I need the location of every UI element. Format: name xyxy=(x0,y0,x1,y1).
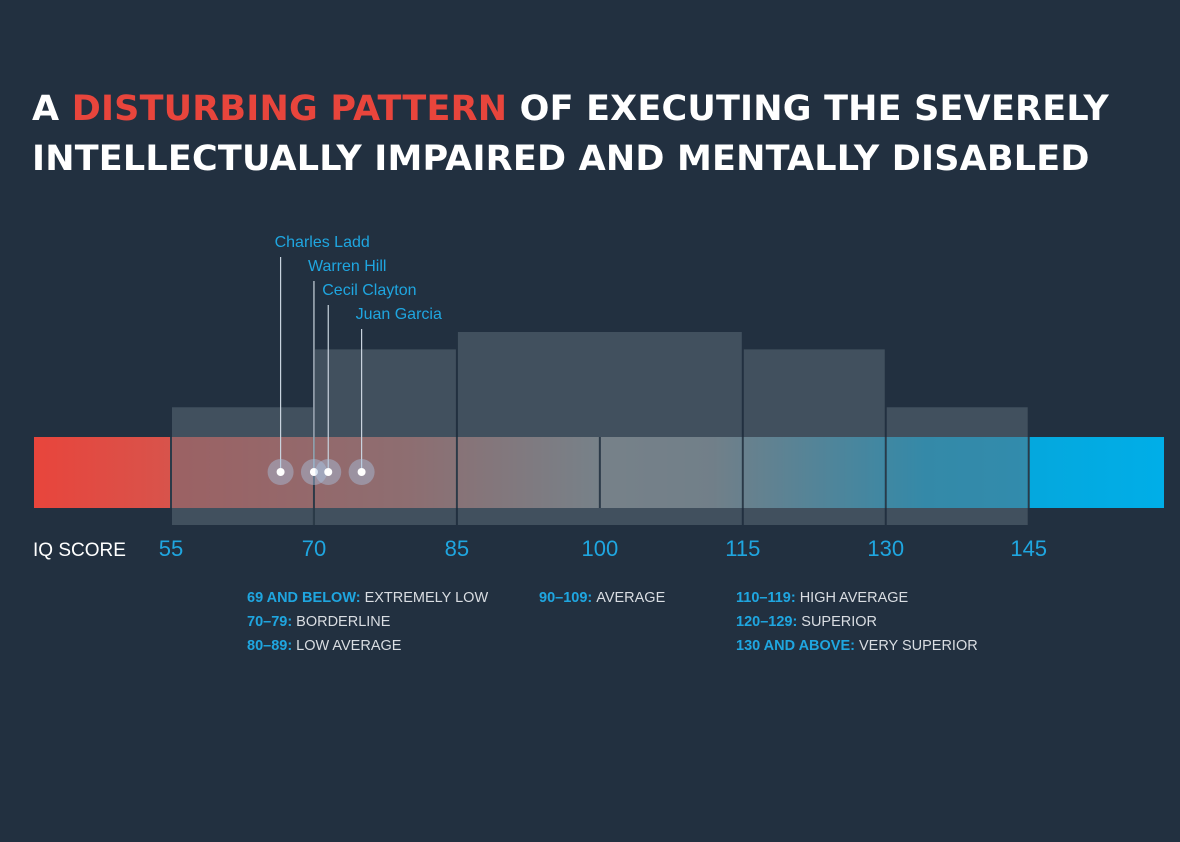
marker-label: Cecil Clayton xyxy=(322,282,416,299)
tick-label: 85 xyxy=(445,536,469,561)
title-rest: OF EXECUTING THE SEVERELY INTELLECTUALLY… xyxy=(32,89,1109,179)
title-highlight: DISTURBING PATTERN xyxy=(71,89,508,129)
legend-item: 69 AND BELOW: EXTREMELY LOW xyxy=(247,590,489,606)
tick-label: 100 xyxy=(581,536,618,561)
legend-low: 69 AND BELOW: EXTREMELY LOW 70–79: BORDERL… xyxy=(247,586,488,658)
legend-mid: 90–109: AVERAGE xyxy=(539,586,665,610)
distribution-block xyxy=(314,349,456,525)
tick-label: 55 xyxy=(159,536,183,561)
marker-dot xyxy=(357,468,366,476)
distribution-block xyxy=(172,407,313,525)
tick-label: 70 xyxy=(302,536,326,561)
marker-dot xyxy=(324,468,333,476)
marker-label: Charles Ladd xyxy=(275,234,370,251)
distribution-block xyxy=(743,349,885,525)
title-prefix: A xyxy=(32,89,60,129)
legend-item: 70–79: BORDERLINE xyxy=(247,614,391,630)
marker-label: Warren Hill xyxy=(308,258,387,275)
legend-item: 90–109: AVERAGE xyxy=(539,590,666,606)
legend-item: 120–129: SUPERIOR xyxy=(736,614,878,630)
axis-label: IQ SCORE xyxy=(33,540,126,561)
tick-label: 145 xyxy=(1010,536,1047,561)
legend-high: 110–119: HIGH AVERAGE 120–129: SUPERIOR 13… xyxy=(736,586,978,658)
page-title: A DISTURBING PATTERN OF EXECUTING THE SE… xyxy=(32,84,1152,184)
tick-label: 130 xyxy=(867,536,904,561)
marker-dot xyxy=(276,468,285,476)
marker-dot xyxy=(309,468,318,476)
marker-label: Juan Garcia xyxy=(356,306,442,323)
legend-item: 130 AND ABOVE: VERY SUPERIOR xyxy=(736,638,978,654)
legend-item: 80–89: LOW AVERAGE xyxy=(247,638,402,654)
tick-label: 115 xyxy=(725,536,760,561)
legend-item: 110–119: HIGH AVERAGE xyxy=(736,590,909,606)
distribution-block xyxy=(886,407,1028,525)
